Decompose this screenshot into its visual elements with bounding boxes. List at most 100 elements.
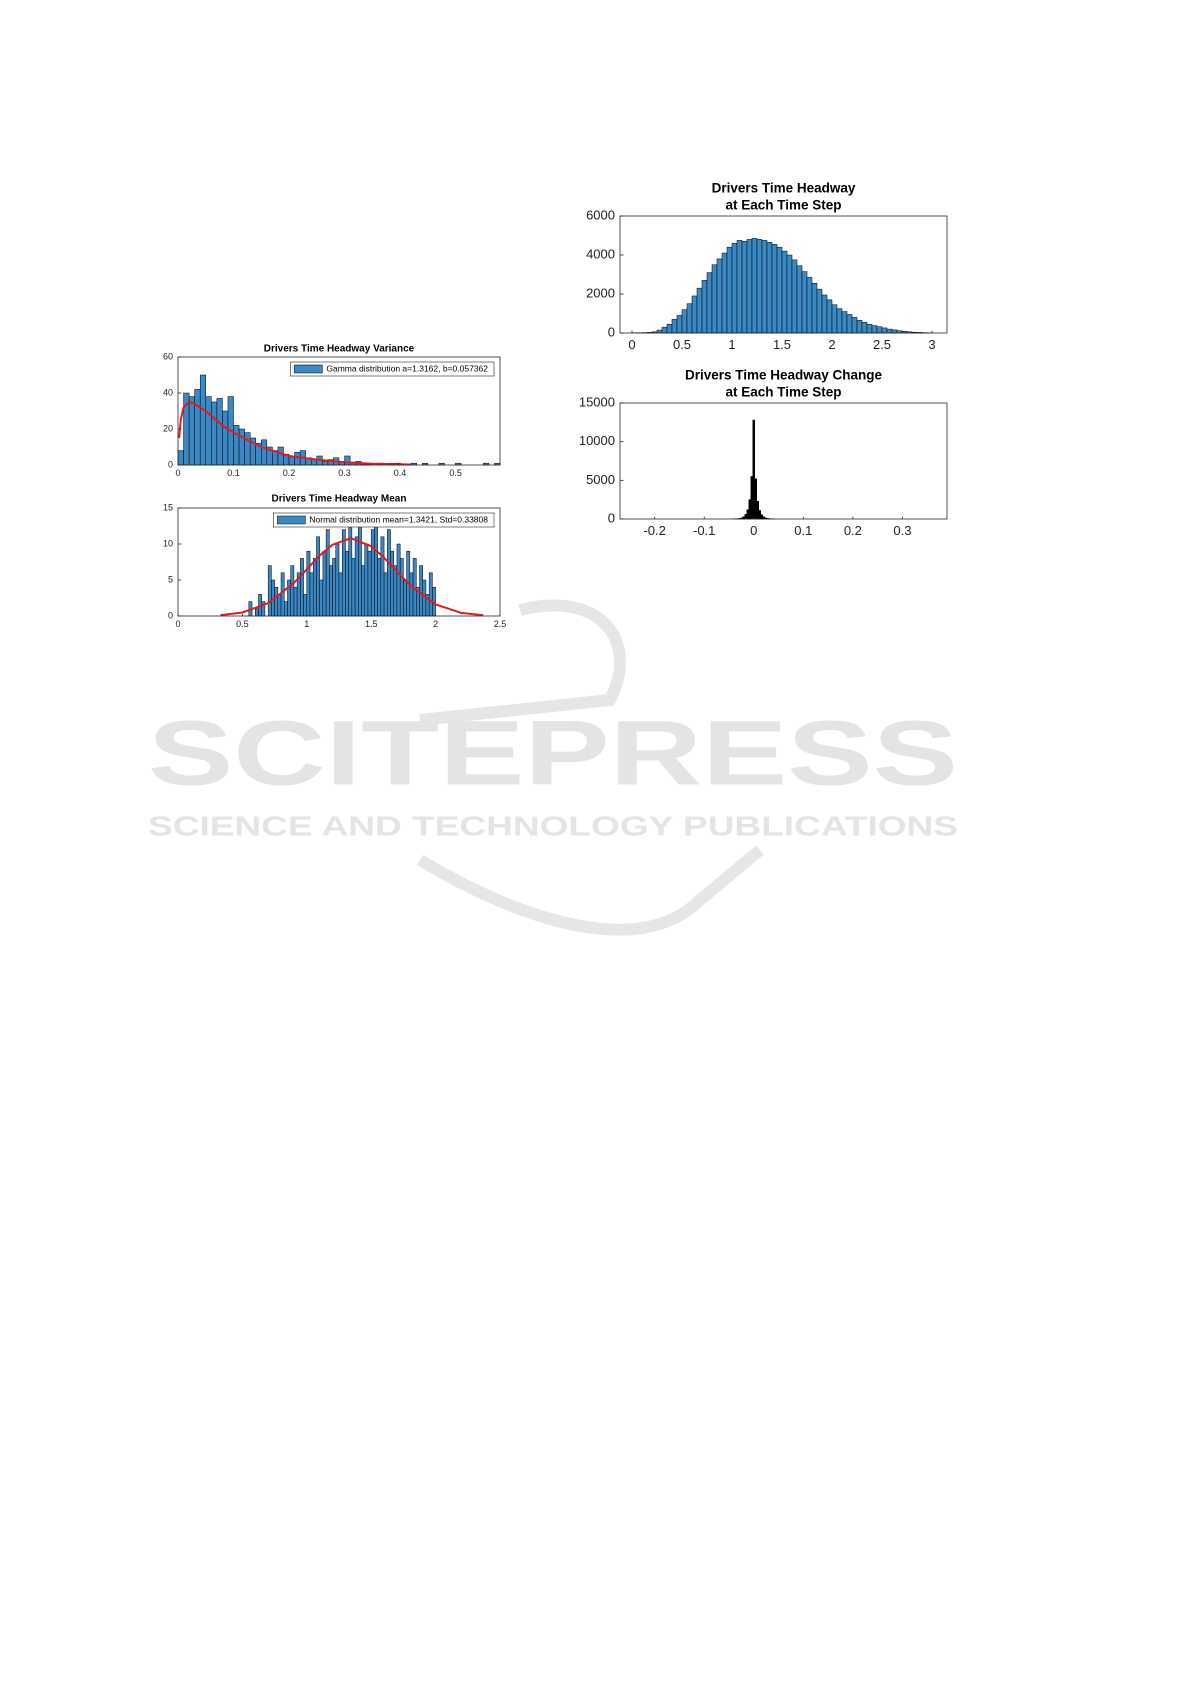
histogram-bar	[309, 572, 314, 617]
watermark-swoosh	[419, 599, 626, 726]
y-tick-label: 0	[608, 324, 615, 339]
x-tick-label: 0	[175, 619, 180, 629]
histogram-bar	[701, 280, 708, 334]
legend-swatch	[294, 364, 323, 374]
histogram-bar	[741, 241, 748, 334]
histogram-bar	[211, 401, 218, 466]
histogram-bar	[284, 601, 288, 617]
histogram-bar	[396, 543, 401, 617]
histogram-bar	[387, 529, 391, 617]
histogram-bar	[861, 322, 868, 334]
x-tick-label: -0.2	[643, 523, 665, 538]
x-tick-label: 3	[928, 337, 935, 352]
histogram-bar	[661, 326, 668, 334]
y-tick-label: 6000	[586, 207, 615, 222]
y-tick-label: 60	[163, 351, 173, 361]
y-tick-label: 2000	[586, 285, 615, 300]
histogram-bar	[756, 500, 759, 520]
histogram-bar	[716, 258, 723, 334]
x-tick-label: 2.5	[494, 619, 507, 629]
histogram-bar	[831, 304, 838, 334]
plot-frame	[619, 402, 948, 520]
x-tick-label: 0.1	[794, 523, 812, 538]
x-tick-label: 0.2	[844, 523, 862, 538]
histogram-bar	[711, 264, 718, 334]
histogram-bar	[816, 288, 823, 334]
histogram-bar	[177, 450, 184, 466]
histogram-bar	[244, 432, 251, 466]
histogram-bar	[821, 294, 828, 334]
histogram-bar	[761, 240, 768, 334]
histogram-bar	[686, 303, 693, 334]
histogram-bar	[744, 514, 748, 520]
x-tick-label: 1.5	[773, 337, 791, 352]
histogram-bar	[811, 283, 818, 334]
x-tick-label: 0	[628, 337, 635, 352]
histogram-bar	[267, 565, 272, 617]
histogram-bar	[312, 558, 317, 617]
histogram-bar	[274, 586, 279, 617]
histogram-bar	[380, 536, 385, 617]
histogram-bar	[293, 586, 298, 617]
histogram-bar	[361, 565, 366, 617]
watermark-tagline: SCIENCE AND TECHNOLOGY PUBLICATIONS	[148, 810, 958, 841]
histogram-bar	[750, 476, 754, 520]
histogram-bar	[731, 243, 738, 334]
histogram-bar	[691, 295, 698, 334]
y-tick-label: 15000	[579, 394, 615, 409]
histogram-bar	[856, 320, 863, 334]
histogram-bar	[891, 329, 898, 334]
y-tick-label: 0	[168, 459, 173, 469]
histogram-bar	[238, 428, 245, 466]
histogram	[631, 238, 933, 334]
histogram-bar	[754, 478, 757, 520]
histogram-bar	[261, 439, 268, 466]
histogram-bar	[736, 240, 743, 334]
histogram-bar	[216, 398, 223, 466]
histogram-bar	[290, 565, 295, 617]
histogram-bar	[199, 374, 207, 466]
histogram-bar	[871, 325, 878, 334]
histogram-bar	[681, 309, 688, 334]
histogram-bar	[300, 558, 304, 617]
x-tick-label: 0.3	[338, 468, 351, 478]
histogram-bar	[752, 419, 756, 520]
x-tick-label: 0.3	[893, 523, 911, 538]
histogram-bar	[325, 529, 330, 617]
y-tick-label: 20	[163, 423, 173, 433]
chart-title: Drivers Time Headway Mean	[272, 494, 407, 505]
histogram-bar	[776, 246, 783, 334]
y-tick-label: 15	[163, 502, 173, 512]
watermark	[416, 599, 764, 936]
histogram-bar	[841, 311, 848, 334]
x-tick-label: 2	[433, 619, 438, 629]
histogram-bar	[886, 328, 893, 334]
histogram-bar	[358, 522, 362, 617]
x-tick-label: 0	[750, 523, 757, 538]
chart-title: at Each Time Step	[725, 198, 841, 213]
histogram-bar	[370, 529, 375, 617]
histogram-bar	[341, 529, 346, 617]
histogram-bar	[280, 572, 285, 617]
histogram-bar	[771, 244, 778, 334]
histogram-bar	[222, 410, 229, 466]
chart-title: Drivers Time Headway Variance	[264, 344, 415, 355]
x-tick-label: 2.5	[873, 337, 891, 352]
histogram-bar	[194, 389, 201, 466]
histogram-bar	[801, 271, 808, 334]
x-tick-label: 1.5	[365, 619, 378, 629]
histogram	[732, 419, 775, 520]
histogram-bar	[656, 329, 663, 334]
legend-box	[290, 361, 495, 377]
histogram-bar	[721, 252, 728, 334]
y-tick-label: 0	[168, 610, 173, 620]
chart-title: at Each Time Step	[725, 385, 841, 400]
y-tick-label: 5	[168, 574, 173, 584]
histogram-bar	[233, 425, 240, 466]
legend-label: Gamma distribution a=1.3162, b=0.057362	[326, 363, 488, 373]
y-tick-label: 5000	[586, 472, 615, 487]
y-tick-label: 10000	[579, 433, 615, 448]
x-tick-label: 0.4	[394, 468, 407, 478]
